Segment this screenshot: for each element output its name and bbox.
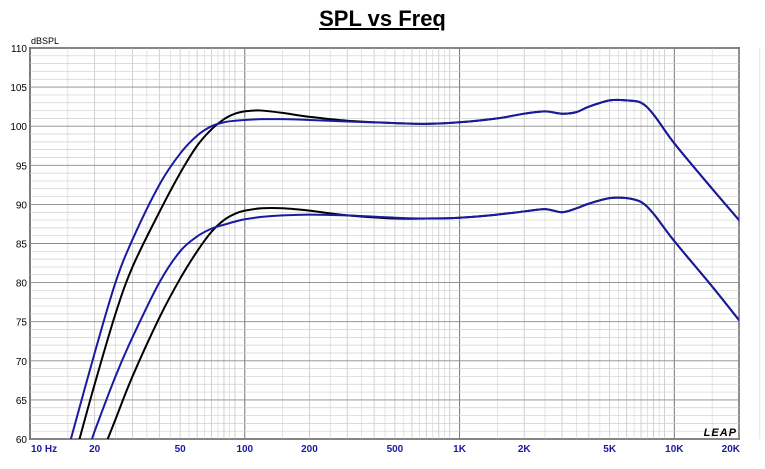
- x-tick-label: 2K: [518, 444, 532, 455]
- x-tick-label: 50: [175, 444, 187, 455]
- series-line-4: [91, 196, 739, 439]
- x-axis-ticks: 10 Hz 20 50 100 200 500 1K 2K 5K 10K 20K: [31, 444, 741, 455]
- x-tick-label: 200: [301, 444, 318, 455]
- y-tick-label: 65: [16, 396, 28, 407]
- x-tick-label: 20: [89, 444, 101, 455]
- x-tick-label: 500: [387, 444, 404, 455]
- y-axis-ticks: 60 65 70 75 80 85 90 95 100 105 110: [10, 44, 27, 446]
- x-tick-label: 10 Hz: [31, 444, 57, 455]
- series-line-2: [69, 98, 739, 439]
- y-tick-label: 75: [16, 318, 28, 329]
- y-tick-label: 80: [16, 279, 28, 290]
- y-tick-label: 110: [11, 44, 27, 55]
- watermark: LEAP: [704, 427, 737, 439]
- y-tick-label: 85: [16, 240, 28, 251]
- y-tick-label: 60: [16, 435, 28, 446]
- series-layer: [69, 98, 739, 439]
- chart-title: SPL vs Freq: [319, 6, 446, 31]
- y-tick-label: 105: [10, 83, 27, 94]
- x-tick-label: 10K: [665, 444, 684, 455]
- y-tick-label: 90: [16, 200, 28, 211]
- y-tick-label: 100: [10, 122, 27, 133]
- y-tick-label: 95: [16, 161, 28, 172]
- x-tick-label: 20K: [722, 444, 741, 455]
- y-tick-label: 70: [16, 357, 28, 368]
- x-tick-label: 5K: [603, 444, 617, 455]
- x-tick-label: 1K: [453, 444, 467, 455]
- y-axis-label: dBSPL: [31, 36, 59, 46]
- x-tick-label: 100: [236, 444, 253, 455]
